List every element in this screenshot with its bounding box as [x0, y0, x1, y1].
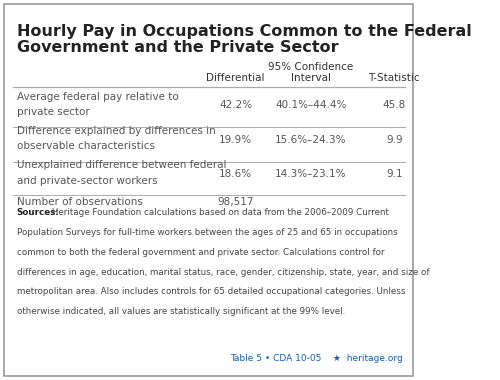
Text: and private-sector workers: and private-sector workers: [16, 176, 158, 185]
Text: Sources:: Sources:: [16, 208, 60, 217]
Text: Population Surveys for full-time workers between the ages of 25 and 65 in occupa: Population Surveys for full-time workers…: [16, 228, 398, 237]
Text: 19.9%: 19.9%: [219, 135, 252, 144]
Text: otherwise indicated, all values are statistically significant at the 99% level.: otherwise indicated, all values are stat…: [16, 307, 345, 316]
Text: T-Statistic: T-Statistic: [368, 73, 420, 83]
Text: Hourly Pay in Occupations Common to the Federal: Hourly Pay in Occupations Common to the …: [16, 24, 471, 38]
Text: Unexplained difference between federal: Unexplained difference between federal: [16, 160, 226, 170]
Text: 14.3%–23.1%: 14.3%–23.1%: [275, 169, 346, 179]
Text: private sector: private sector: [16, 107, 90, 117]
Text: 18.6%: 18.6%: [219, 169, 252, 179]
Text: Number of observations: Number of observations: [16, 197, 142, 207]
Text: 15.6%–24.3%: 15.6%–24.3%: [275, 135, 346, 144]
Text: Table 5 • CDA 10-05    ★  heritage.org: Table 5 • CDA 10-05 ★ heritage.org: [230, 354, 402, 363]
Text: differences in age, education, marital status, race, gender, citizenship, state,: differences in age, education, marital s…: [16, 268, 429, 277]
Text: 9.1: 9.1: [386, 169, 402, 179]
Text: 40.1%–44.4%: 40.1%–44.4%: [275, 100, 346, 110]
FancyBboxPatch shape: [4, 4, 413, 376]
Text: 9.9: 9.9: [386, 135, 402, 144]
Text: Average federal pay relative to: Average federal pay relative to: [16, 92, 178, 102]
Text: Difference explained by differences in: Difference explained by differences in: [16, 126, 216, 136]
Text: 98,517: 98,517: [218, 197, 254, 207]
Text: common to both the federal government and private sector. Calculations control f: common to both the federal government an…: [16, 248, 384, 257]
Text: Heritage Foundation calculations based on data from the 2006–2009 Current: Heritage Foundation calculations based o…: [49, 208, 388, 217]
Text: observable characteristics: observable characteristics: [16, 141, 154, 151]
Text: 95% Confidence: 95% Confidence: [268, 62, 354, 72]
Text: Government and the Private Sector: Government and the Private Sector: [16, 40, 338, 55]
Text: metropolitan area. Also includes controls for 65 detailed occupational categorie: metropolitan area. Also includes control…: [16, 287, 405, 296]
Text: Differential: Differential: [206, 73, 265, 83]
Text: 45.8: 45.8: [382, 100, 406, 110]
Text: Interval: Interval: [291, 73, 331, 83]
Text: 42.2%: 42.2%: [219, 100, 252, 110]
